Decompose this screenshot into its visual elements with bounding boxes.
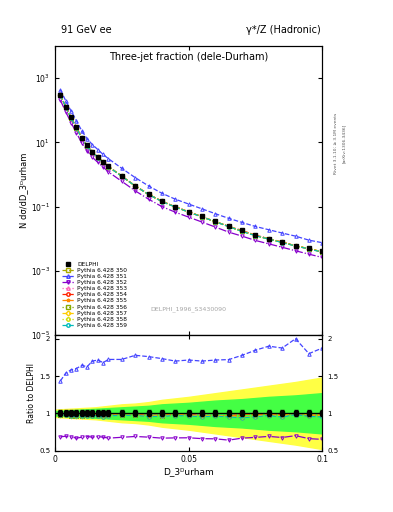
Text: γ*/Z (Hadronic): γ*/Z (Hadronic) — [246, 25, 320, 35]
Y-axis label: Ratio to DELPHI: Ratio to DELPHI — [27, 363, 36, 423]
Text: Three-jet fraction (dele-Durham): Three-jet fraction (dele-Durham) — [109, 52, 268, 62]
Legend: DELPHI, Pythia 6.428 350, Pythia 6.428 351, Pythia 6.428 352, Pythia 6.428 353, : DELPHI, Pythia 6.428 350, Pythia 6.428 3… — [61, 261, 128, 329]
Text: Rivet 3.1.10; ≥ 3.1M events: Rivet 3.1.10; ≥ 3.1M events — [334, 113, 338, 174]
Y-axis label: N dσ/dD_3ᴰurham: N dσ/dD_3ᴰurham — [19, 153, 28, 228]
X-axis label: D_3ᴰurham: D_3ᴰurham — [163, 467, 214, 476]
Text: 91 GeV ee: 91 GeV ee — [61, 25, 112, 35]
Text: [arXiv:1306.3436]: [arXiv:1306.3436] — [342, 124, 346, 163]
Text: DELPHI_1996_S3430090: DELPHI_1996_S3430090 — [151, 306, 227, 312]
